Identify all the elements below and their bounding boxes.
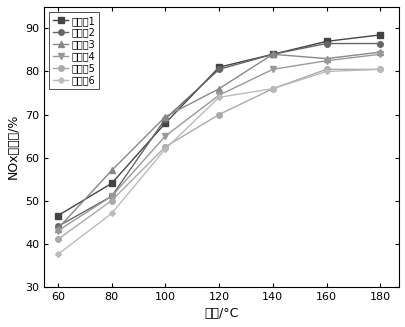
- 实施例1: [109, 181, 114, 185]
- 实施例2: [55, 224, 60, 228]
- 实施例3: [323, 57, 328, 60]
- 实施例3: [270, 52, 275, 56]
- 实施例5: [55, 237, 60, 241]
- 实施例1: [216, 65, 221, 69]
- 实施例5: [323, 67, 328, 71]
- 实施例6: [109, 212, 114, 215]
- 实施例1: [270, 52, 275, 56]
- 实施例1: [323, 40, 328, 43]
- 实施例2: [270, 52, 275, 56]
- 实施例4: [323, 59, 328, 63]
- 实施例6: [216, 95, 221, 99]
- 实施例3: [55, 227, 60, 231]
- X-axis label: 温度/°C: 温度/°C: [204, 307, 239, 320]
- 实施例6: [377, 67, 382, 71]
- Line: 实施例2: 实施例2: [55, 41, 382, 229]
- 实施例4: [162, 134, 167, 138]
- 实施例2: [162, 117, 167, 121]
- 实施例5: [109, 198, 114, 202]
- 实施例5: [216, 112, 221, 116]
- 实施例1: [162, 121, 167, 125]
- Line: 实施例1: 实施例1: [55, 32, 382, 218]
- 实施例4: [377, 52, 382, 56]
- Y-axis label: NOx转化率/%: NOx转化率/%: [7, 114, 20, 180]
- 实施例4: [109, 194, 114, 198]
- 实施例2: [323, 42, 328, 45]
- Line: 实施例5: 实施例5: [55, 67, 382, 242]
- 实施例4: [216, 93, 221, 97]
- 实施例1: [377, 33, 382, 37]
- 实施例3: [109, 168, 114, 172]
- Line: 实施例4: 实施例4: [55, 51, 382, 233]
- 实施例1: [55, 214, 60, 217]
- 实施例5: [270, 87, 275, 91]
- 实施例2: [377, 42, 382, 45]
- 实施例6: [55, 252, 60, 256]
- 实施例5: [162, 145, 167, 149]
- 实施例6: [323, 70, 328, 74]
- 实施例6: [162, 147, 167, 151]
- 实施例3: [162, 115, 167, 119]
- 实施例4: [55, 229, 60, 233]
- 实施例2: [216, 67, 221, 71]
- Line: 实施例6: 实施例6: [56, 67, 382, 256]
- 实施例3: [377, 50, 382, 54]
- 实施例2: [109, 194, 114, 198]
- 实施例4: [270, 67, 275, 71]
- Line: 实施例3: 实施例3: [55, 49, 382, 231]
- 实施例6: [270, 87, 275, 91]
- Legend: 实施例1, 实施例2, 实施例3, 实施例4, 实施例5, 实施例6: 实施例1, 实施例2, 实施例3, 实施例4, 实施例5, 实施例6: [49, 12, 99, 89]
- 实施例3: [216, 87, 221, 91]
- 实施例5: [377, 67, 382, 71]
